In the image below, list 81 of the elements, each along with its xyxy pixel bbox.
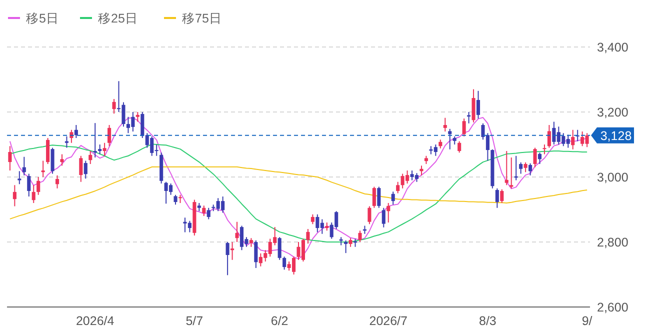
candlestick [79,155,83,182]
candlestick [55,174,60,189]
candlestick [542,144,546,155]
x-tick-label: 5/7 [186,314,204,328]
candlestick [46,138,50,164]
candlestick [504,150,508,186]
candlestick [27,173,31,197]
candlestick [74,124,78,138]
candlestick [448,128,452,150]
candlestick [226,242,230,276]
y-tick-label: 3,000 [597,170,628,184]
candlestick [282,256,286,270]
candlestick [547,124,551,148]
candlestick [420,165,424,176]
candlestick [443,117,447,132]
candlestick [98,144,102,155]
candlestick [254,240,258,268]
candlestick [500,188,504,204]
candlestick [140,112,144,138]
candlestick [36,176,40,196]
candlestick [476,90,480,119]
candlestick [533,147,537,168]
candlestick [391,191,395,206]
candlestick [84,160,88,180]
candlestick [93,122,97,158]
candlestick [538,152,542,164]
y-tick-label: 2,600 [597,300,628,314]
candlestick [60,154,64,166]
candlestick [462,118,466,137]
candlestick [528,162,532,176]
candlestick [396,181,400,194]
candlestick [50,147,54,174]
candlestick [8,146,12,171]
y-tick-label: 3,200 [597,106,628,120]
candlestick [235,221,239,242]
candlestick [344,240,348,254]
legend-label: 移75日 [182,12,222,26]
candlestick [519,162,523,174]
candlestick [377,186,381,208]
candlestick [458,140,462,154]
candlestick [64,136,68,148]
x-tick-label: 6/2 [270,314,288,328]
candlestick [12,184,16,207]
candlestick [102,142,106,156]
candlestick [174,194,178,206]
candlestick [41,160,45,178]
candlestick [495,188,499,208]
candlestick [230,242,234,260]
candlestick [88,150,92,164]
candlestick [112,98,116,114]
candlestick [136,112,140,122]
candlestick [206,207,210,220]
candlestick [524,162,528,173]
candlestick [386,202,390,223]
y-tick-label: 2,800 [597,236,628,250]
legend-label: 移25日 [98,12,138,26]
candlestick [292,256,296,275]
candlestick [108,124,112,147]
line-series [9,166,588,220]
candlestick [368,206,372,225]
candlestick [571,129,575,150]
candlestick [240,225,244,251]
candlestick [472,88,476,123]
candlestick [278,236,282,260]
x-tick-label: 9/ [582,314,593,328]
candlestick [32,184,36,204]
candlestick [382,207,386,228]
candlestick [18,170,22,185]
x-tick-label: 2026/4 [76,314,114,328]
candlestick [310,214,314,225]
candlestick [358,230,362,242]
ref-line-label: 3,128 [600,128,632,143]
candlestick [510,157,514,189]
legend-label: 移5日 [26,12,59,26]
x-tick-label: 2026/7 [369,314,408,328]
candlestick [202,205,206,216]
candlestick [372,186,376,208]
y-tick-label: 3,400 [597,40,628,54]
x-tick-label: 8/3 [479,314,496,328]
candlestick [306,228,310,244]
candlestick [22,156,26,176]
